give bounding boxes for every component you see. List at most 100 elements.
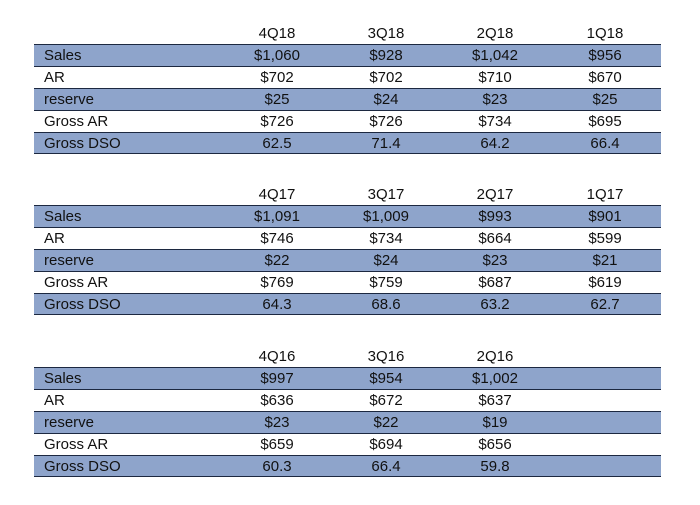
- row-label: AR: [44, 230, 65, 247]
- cell: $759: [369, 274, 403, 291]
- dso-table-2018: 4Q18 3Q18 2Q18 1Q18 Sales $1,060 $928 $1…: [34, 24, 661, 154]
- cell: $1,091: [254, 208, 300, 225]
- cell: 63.2: [480, 296, 510, 313]
- cell: 64.3: [262, 296, 292, 313]
- row-label: Gross DSO: [44, 458, 121, 475]
- table-row: Sales $1,060 $928 $1,042 $956: [34, 44, 661, 66]
- cell: $25: [264, 91, 290, 108]
- table-row: reserve $25 $24 $23 $25: [34, 88, 661, 110]
- table-row: Gross AR $769 $759 $687 $619: [34, 271, 661, 293]
- cell: $21: [592, 252, 618, 269]
- dso-table-2017: 4Q17 3Q17 2Q17 1Q17 Sales $1,091 $1,009 …: [34, 185, 661, 315]
- cell: $687: [478, 274, 512, 291]
- cell: $1,042: [472, 47, 518, 64]
- cell: $599: [588, 230, 622, 247]
- cell: $734: [478, 113, 512, 130]
- row-label: reserve: [44, 252, 95, 269]
- row-label: AR: [44, 69, 65, 86]
- table-row: reserve $22 $24 $23 $21: [34, 249, 661, 271]
- table-row: Gross AR $659 $694 $656: [34, 433, 661, 455]
- table-row: AR $746 $734 $664 $599: [34, 227, 661, 249]
- cell: $694: [369, 436, 403, 453]
- row-label: Gross AR: [44, 436, 109, 453]
- cell: $637: [478, 392, 512, 409]
- cell: $901: [588, 208, 622, 225]
- column-header: 4Q18: [258, 25, 296, 42]
- column-header: 3Q18: [367, 25, 405, 42]
- row-label: Sales: [44, 370, 82, 387]
- cell: 62.7: [590, 296, 620, 313]
- table-row: Gross DSO 62.5 71.4 64.2 66.4: [34, 132, 661, 154]
- cell: $702: [260, 69, 294, 86]
- table-row: AR $636 $672 $637: [34, 389, 661, 411]
- table-row: Gross DSO 60.3 66.4 59.8: [34, 455, 661, 477]
- cell: 71.4: [371, 135, 401, 152]
- cell: $23: [482, 252, 508, 269]
- cell: 60.3: [262, 458, 292, 475]
- cell: $23: [482, 91, 508, 108]
- table-row: reserve $23 $22 $19: [34, 411, 661, 433]
- cell: $656: [478, 436, 512, 453]
- cell: $659: [260, 436, 294, 453]
- table-row: Sales $1,091 $1,009 $993 $901: [34, 205, 661, 227]
- cell: $24: [373, 252, 399, 269]
- cell: $1,060: [254, 47, 300, 64]
- column-header: 2Q17: [476, 186, 514, 203]
- cell: $22: [264, 252, 290, 269]
- row-label: Gross DSO: [44, 135, 121, 152]
- cell: $954: [369, 370, 403, 387]
- cell: $24: [373, 91, 399, 108]
- column-header: 4Q16: [258, 348, 296, 365]
- cell: 68.6: [371, 296, 401, 313]
- cell: $25: [592, 91, 618, 108]
- cell: $619: [588, 274, 622, 291]
- cell: $734: [369, 230, 403, 247]
- cell: 64.2: [480, 135, 510, 152]
- header-row: 4Q16 3Q16 2Q16: [34, 347, 661, 367]
- column-header: 3Q16: [367, 348, 405, 365]
- cell: $769: [260, 274, 294, 291]
- header-row: 4Q17 3Q17 2Q17 1Q17: [34, 185, 661, 205]
- cell: $22: [373, 414, 399, 431]
- cell: $726: [260, 113, 294, 130]
- row-label: AR: [44, 392, 65, 409]
- cell: $695: [588, 113, 622, 130]
- column-header: 3Q17: [367, 186, 405, 203]
- table-row: Gross AR $726 $726 $734 $695: [34, 110, 661, 132]
- cell: 59.8: [480, 458, 510, 475]
- column-header: 2Q16: [476, 348, 514, 365]
- cell: $19: [482, 414, 508, 431]
- column-header: 1Q17: [586, 186, 624, 203]
- row-label: Sales: [44, 47, 82, 64]
- header-row: 4Q18 3Q18 2Q18 1Q18: [34, 24, 661, 44]
- row-label: reserve: [44, 414, 95, 431]
- cell: $726: [369, 113, 403, 130]
- cell: 62.5: [262, 135, 292, 152]
- cell: $636: [260, 392, 294, 409]
- cell: $997: [260, 370, 294, 387]
- column-header: 4Q17: [258, 186, 296, 203]
- table-row: AR $702 $702 $710 $670: [34, 66, 661, 88]
- row-label: Gross DSO: [44, 296, 121, 313]
- cell: $928: [369, 47, 403, 64]
- cell: $956: [588, 47, 622, 64]
- cell: $1,009: [363, 208, 409, 225]
- column-header: 1Q18: [586, 25, 624, 42]
- row-label: Sales: [44, 208, 82, 225]
- table-row: Gross DSO 64.3 68.6 63.2 62.7: [34, 293, 661, 315]
- cell: $746: [260, 230, 294, 247]
- cell: $702: [369, 69, 403, 86]
- row-label: reserve: [44, 91, 95, 108]
- row-label: Gross AR: [44, 113, 109, 130]
- cell: 66.4: [371, 458, 401, 475]
- dso-table-2016: 4Q16 3Q16 2Q16 Sales $997 $954 $1,002 AR…: [34, 347, 661, 477]
- cell: $23: [264, 414, 290, 431]
- table-row: Sales $997 $954 $1,002: [34, 367, 661, 389]
- cell: 66.4: [590, 135, 620, 152]
- column-header: 2Q18: [476, 25, 514, 42]
- cell: $710: [478, 69, 512, 86]
- cell: $993: [478, 208, 512, 225]
- cell: $1,002: [472, 370, 518, 387]
- cell: $664: [478, 230, 512, 247]
- cell: $672: [369, 392, 403, 409]
